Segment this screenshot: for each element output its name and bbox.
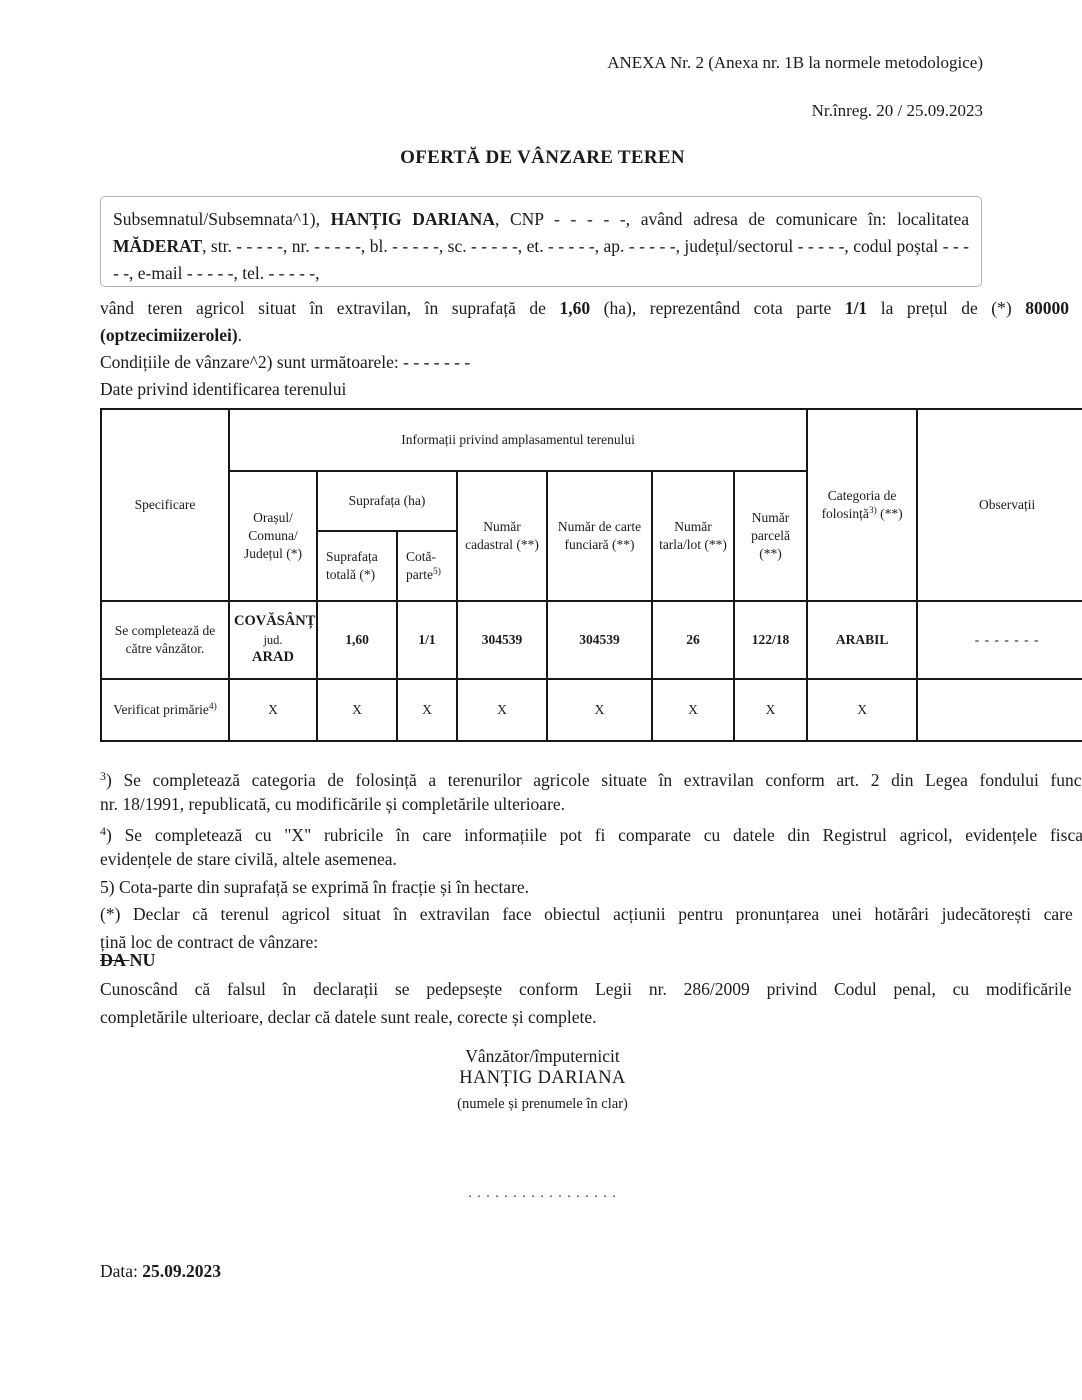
date-label: Data: [100,1261,143,1281]
nu-option: NU [129,950,156,970]
verificat-mark-3: X [396,678,458,742]
verificat-footnote-ref: 4) [208,701,217,712]
categoria-text: Categoria de folosință [821,487,897,521]
page-title: OFERTĂ DE VÂNZARE TEREN [400,147,685,168]
verificat-mark-1: X [228,678,318,742]
cell-oras-locality: COVĂSÂNȚ [234,613,316,629]
offer-surface-value: 1,60 [559,298,591,318]
judet-line: Județul (*) [243,546,303,562]
verificat-row-label: Verificat primărie4) [100,678,230,742]
cell-cota-parte: 1/1 [396,600,458,680]
da-option-struck: DA [100,950,130,970]
cota-parte-text: Cotă-parte [406,548,436,582]
verificat-mark-8: X [806,678,919,742]
footnote-3-marker: 3 [100,769,106,783]
land-identification-line: Date privind identificarea terenului [100,379,347,399]
signature-hint: (numele și prenumele în clar) [457,1096,628,1112]
verificat-observatii-empty [916,678,1082,742]
cell-oras: COVĂSÂNȚ jud. ARAD [228,600,318,680]
header-info-amplasament: Informații privind amplasamentul terenul… [227,408,809,472]
declaration-star-line-2: țină loc de contract de vânzare: [100,932,319,952]
intro-box: Subsemnatul/Subsemnata^1), HANȚIG DARIAN… [100,196,982,287]
header-numar-cadastral: Număr cadastral (**) [456,470,548,602]
intro-line-1: Subsemnatul/Subsemnata^1), HANȚIG DARIAN… [113,206,969,233]
price-in-words: (optzecimiizerolei) [100,325,238,345]
cell-oras-county: ARAD [252,649,294,666]
verificat-text: Verificat primărie [113,701,209,717]
comuna-line: Comuna/ [248,527,298,543]
cell-observatii: - - - - - - - [916,600,1082,680]
intro-line-3: - -, e-mail - - - - -, tel. - - - - -, [113,260,969,287]
intro-l1-prefix: Subsemnatul/Subsemnata^1), [113,209,331,229]
verificat-mark-7: X [732,678,809,742]
verificat-mark-6: X [651,678,735,742]
header-suprafata-totala: Suprafața totală (*) [316,530,398,602]
header-suprafata-ha: Suprafața (ha) [316,470,458,532]
cota-parte-footnote-ref: 5) [432,567,441,577]
penal-line-2: completările ulterioare, declar că datel… [100,1007,597,1027]
header-categoria-folosinta: Categoria de folosință3) (**) [806,408,919,602]
cell-numar-carte-funciara: 304539 [546,600,653,680]
date-value: 25.09.2023 [142,1261,222,1281]
locality-name: MĂDERAT [113,236,203,256]
footnote-3-line-1: 3) Se completează categoria de folosință… [100,763,1082,794]
intro-l1-suffix: , CNP - - - - -, având adresa de comunic… [494,209,970,229]
da-nu-line: DA NU [100,950,1082,971]
header-numar-parcela: Număr parcelă (**) [732,470,809,602]
land-identification-table: Specificare Informații privind amplasame… [100,408,1082,742]
footnote-3-line-2: nr. 18/1991, republicată, cu modificăril… [100,794,566,814]
penal-line-1: Cunoscând că falsul în declarații se ped… [100,979,1082,999]
intro-l3-text: - -, e-mail - - - - -, tel. - - - - -, [113,263,320,283]
declaration-star-line-1: (*) Declar că terenul agricol situat în … [100,904,1082,924]
footnote-4-marker: 4 [100,824,106,838]
categoria-stars: (**) [876,506,903,521]
footnote-4-line-2: evidențele de stare civilă, altele aseme… [100,849,397,869]
cell-numar-tarla: 26 [651,600,735,680]
offer-price-value: 80000 lei [1025,298,1082,318]
header-cota-parte: Cotă-parte5) [396,530,458,602]
offer-l2-period: . [237,325,243,345]
offer-l1-t3: la prețul de (*) [867,298,1026,318]
intro-line-2: MĂDERAT, str. - - - - -, nr. - - - - -, … [113,233,969,260]
sale-conditions-line: Condițiile de vânzare^2) sunt următoarel… [100,352,471,372]
cell-suprafata-totala: 1,60 [316,600,398,680]
header-numar-carte-funciara: Număr de carte funciară (**) [546,470,653,602]
offer-l1-t1: vând teren agricol situat în extravilan,… [100,298,560,318]
seller-row-label: Se completează de către vânzător. [100,600,230,680]
signature-dotted-line: . . . . . . . . . . . . . . . . . [468,1186,617,1201]
verificat-mark-4: X [456,678,548,742]
offer-share-value: 1/1 [844,298,868,318]
verificat-mark-2: X [316,678,398,742]
footnote-4-line-1: 4) Se completează cu "X" rubricile în ca… [100,818,1082,849]
offer-line-2: (optzecimiizerolei). [100,322,1082,349]
cell-numar-cadastral: 304539 [456,600,548,680]
registration-number: Nr.înreg. 20 / 25.09.2023 [811,101,983,120]
header-specificare: Specificare [100,408,230,602]
date-line: Data: 25.09.2023 [100,1261,221,1282]
footnote-4-text-1: ) Se completează cu "X" rubricile în car… [106,825,1082,845]
offer-line-1: vând teren agricol situat în extravilan,… [100,295,1082,322]
header-observatii: Observații [916,408,1082,602]
oras-line: Orașul/ [253,509,293,525]
cell-numar-parcela: 122/18 [732,600,809,680]
categoria-footnote-ref: 3) [868,506,877,516]
header-numar-tarla: Număr tarla/lot (**) [651,470,735,602]
header-oras-comuna-judet: Orașul/ Comuna/ Județul (*) [228,470,318,602]
footnote-5-line: 5) Cota-parte din suprafață se exprimă î… [100,877,530,897]
signature-name: HANȚIG DARIANA [459,1068,626,1088]
cell-oras-jud: jud. [263,632,283,647]
footnote-3-text-1: ) Se completează categoria de folosință … [106,770,1082,790]
anexa-heading: ANEXA Nr. 2 (Anexa nr. 1B la normele met… [607,53,983,72]
signature-role: Vânzător/împuternicit [465,1046,620,1066]
offer-l1-t2: (ha), reprezentând cota parte [590,298,845,318]
seller-name: HANȚIG DARIANA [330,209,495,229]
verificat-mark-5: X [546,678,653,742]
intro-l2-suffix: , str. - - - - -, nr. - - - - -, bl. - -… [202,236,969,256]
cell-categoria: ARABIL [806,600,919,680]
